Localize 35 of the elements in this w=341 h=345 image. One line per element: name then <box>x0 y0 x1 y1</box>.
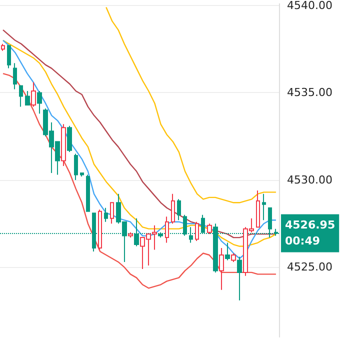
line-series <box>106 6 277 204</box>
candlestick <box>74 153 78 180</box>
candlestick <box>165 216 169 244</box>
candlestick <box>86 174 90 212</box>
candlestick <box>104 207 108 222</box>
candlestick <box>80 172 84 177</box>
candlestick <box>37 90 42 114</box>
candlestick <box>61 124 66 167</box>
candlestick <box>31 82 36 108</box>
candlestick <box>13 62 17 90</box>
candlestick <box>7 45 11 69</box>
candlestick <box>262 193 266 221</box>
candlestick <box>19 85 23 108</box>
candlestick <box>195 221 199 242</box>
y-tick-label: 4540.00 <box>287 0 332 12</box>
candlestick <box>67 125 72 153</box>
candlestick <box>1 43 5 52</box>
line-series <box>2 72 277 289</box>
candlestick <box>98 209 102 250</box>
candlestick <box>219 248 224 290</box>
ref-line-label: 4526.95 <box>285 218 336 232</box>
candlestick <box>231 252 236 262</box>
text: 00:49 <box>285 234 320 248</box>
candlestick <box>207 223 212 235</box>
y-tick-label: 4530.00 <box>287 173 332 186</box>
candlestick <box>237 256 242 301</box>
y-tick-label: 4535.00 <box>287 86 332 100</box>
candlestick <box>225 242 230 261</box>
y-tick-label: 4525.00 <box>287 260 332 274</box>
candlestick <box>256 190 260 228</box>
candlestick <box>177 198 181 221</box>
candlestick <box>171 193 175 224</box>
candlestick <box>128 232 133 238</box>
candlestick <box>25 90 30 106</box>
candlestick <box>110 202 114 224</box>
